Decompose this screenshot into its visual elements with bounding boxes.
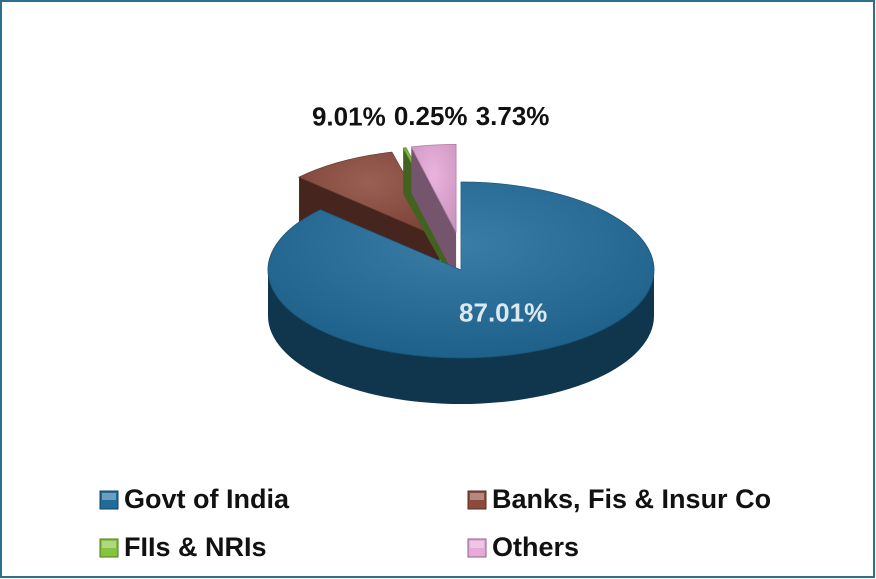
legend-label: FIIs & NRIs xyxy=(124,532,267,562)
legend-swatch-shine xyxy=(102,493,116,500)
legend: Govt of India Banks, Fis & Insur Co FIIs &… xyxy=(99,484,771,562)
legend-label: Govt of India xyxy=(124,484,290,514)
slice-side xyxy=(268,270,654,404)
legend-swatch-shine xyxy=(470,541,484,548)
legend-label: Banks, Fis & Insur Co xyxy=(492,484,771,514)
slice-shade xyxy=(267,182,654,358)
slice-shade xyxy=(299,152,440,238)
legend-swatch xyxy=(99,490,119,510)
data-label: 0.25% xyxy=(394,101,468,131)
data-label: 87.01% xyxy=(459,297,547,327)
legend-swatch-shine xyxy=(102,541,116,548)
pie-slice xyxy=(410,144,457,279)
legend-label: Others xyxy=(492,532,579,562)
data-label: 9.01% xyxy=(312,101,386,131)
slice-shade xyxy=(411,144,457,233)
legend-swatch xyxy=(99,538,119,558)
data-label: 3.73% xyxy=(476,101,550,131)
legend-swatch-shine xyxy=(470,493,484,500)
pie: 87.01% 9.01% 0.25% 3.73% xyxy=(267,101,655,404)
slice-cut-face xyxy=(411,146,457,279)
pie-slice xyxy=(267,181,655,404)
legend-swatch xyxy=(467,538,487,558)
legend-swatch xyxy=(467,490,487,510)
